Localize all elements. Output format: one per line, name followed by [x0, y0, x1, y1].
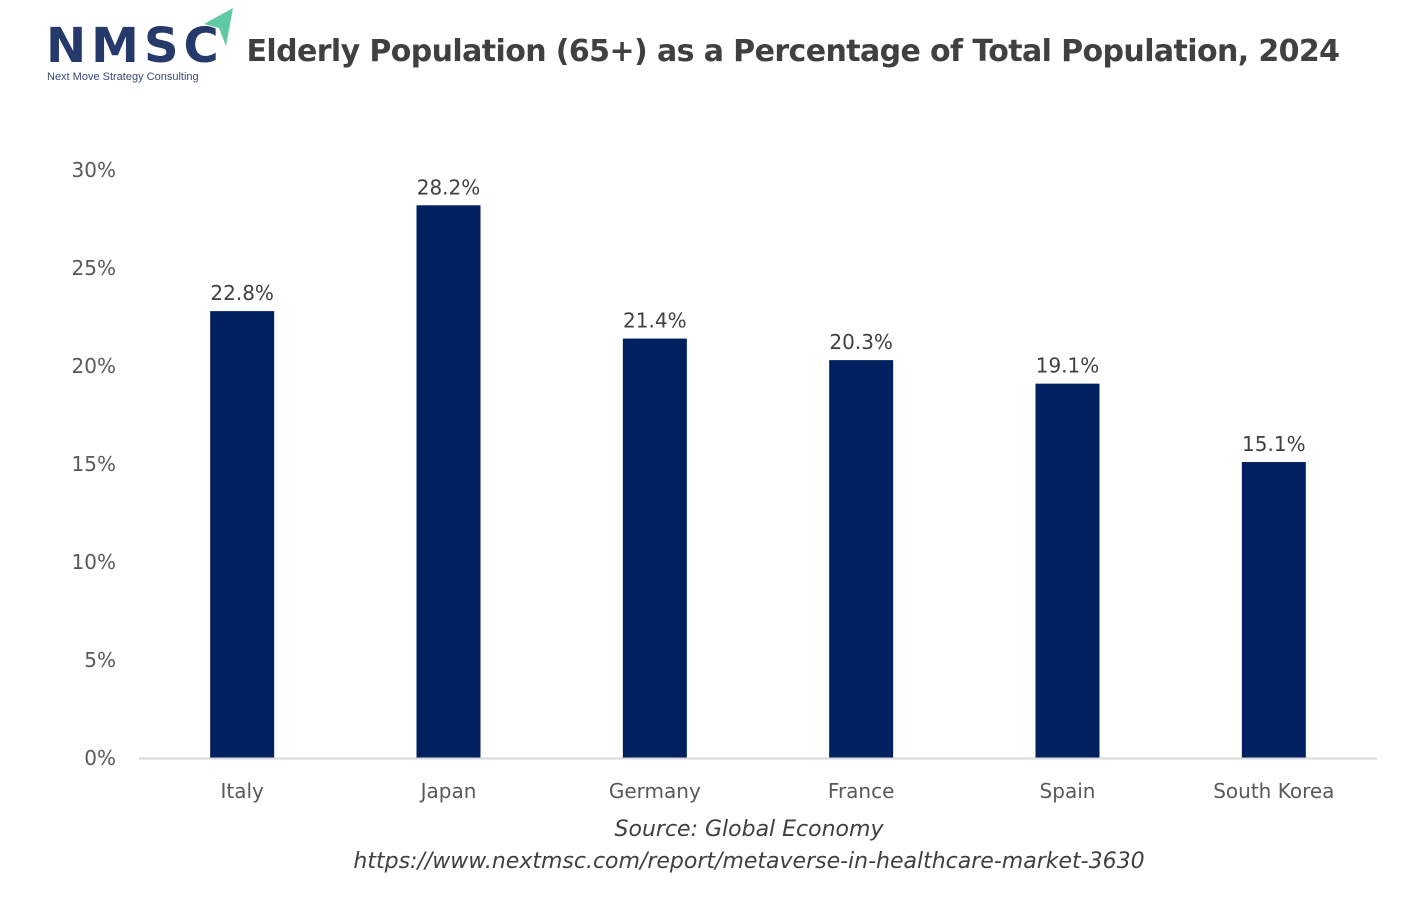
data-labels: 22.8% 28.2% 21.4% 20.3% 19.1% 15.1% — [210, 175, 1305, 456]
paper-plane-arrow-icon — [204, 8, 233, 46]
bar — [1035, 383, 1100, 758]
data-label: 19.1% — [1036, 354, 1100, 378]
y-tick-label: 15% — [72, 452, 116, 476]
chart-title: Elderly Population (65+) as a Percentage… — [246, 34, 1341, 69]
x-tick-label: South Korea — [1213, 779, 1334, 803]
data-label: 15.1% — [1242, 432, 1306, 456]
source-note: Source: Global Economy — [614, 817, 884, 842]
x-tick-label: Japan — [419, 779, 477, 803]
data-label: 21.4% — [623, 309, 687, 333]
x-tick-label: Italy — [220, 779, 264, 803]
bar — [210, 311, 275, 758]
source-url: https://www.nextmsc.com/report/metaverse… — [353, 849, 1145, 874]
bars — [210, 205, 1306, 758]
y-tick-label: 25% — [72, 256, 116, 280]
x-tick-label: Spain — [1040, 779, 1096, 803]
y-tick-label: 0% — [84, 746, 116, 770]
company-logo: NMSC Next Move Strategy Consulting — [44, 6, 244, 88]
logo-letters: NMSC — [46, 18, 224, 74]
data-label: 20.3% — [829, 330, 893, 354]
y-tick-label: 10% — [72, 550, 116, 574]
bar — [416, 205, 481, 758]
data-label: 22.8% — [210, 281, 274, 305]
x-tick-label: France — [828, 779, 895, 803]
y-axis: 0% 5% 10% 15% 20% 25% 30% — [72, 158, 116, 770]
logo-tagline: Next Move Strategy Consulting — [47, 71, 199, 83]
bar — [1241, 462, 1306, 758]
y-tick-label: 20% — [72, 354, 116, 378]
x-tick-label: Germany — [609, 779, 701, 803]
x-axis: Italy Japan Germany France Spain South Korea — [220, 779, 1334, 803]
bar — [622, 338, 687, 758]
bar — [829, 360, 894, 758]
y-tick-label: 30% — [72, 158, 116, 182]
y-tick-label: 5% — [84, 648, 116, 672]
data-label: 28.2% — [417, 175, 481, 199]
